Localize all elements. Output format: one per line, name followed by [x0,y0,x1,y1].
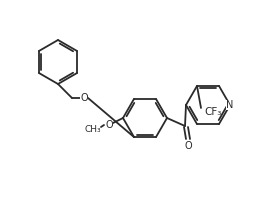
Text: N: N [226,100,234,110]
Text: O: O [80,93,88,103]
Text: O: O [184,141,192,151]
Text: CH₃: CH₃ [85,124,101,133]
Text: CF₃: CF₃ [204,107,222,117]
Text: O: O [105,120,113,130]
